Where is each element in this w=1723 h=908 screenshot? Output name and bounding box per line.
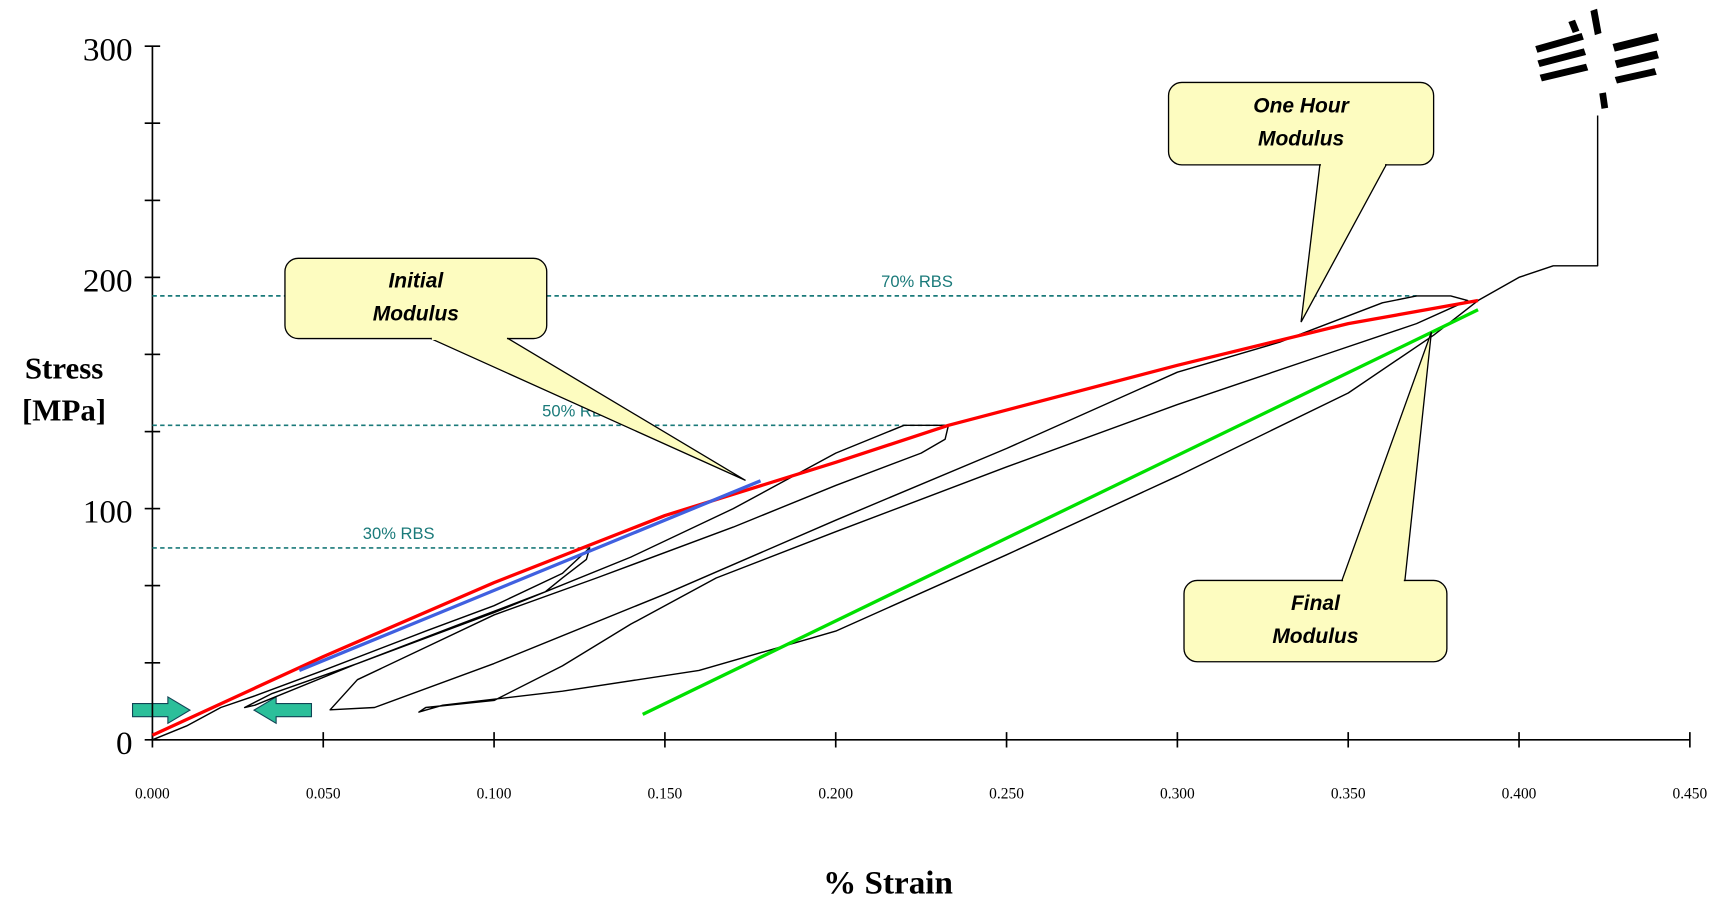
x-axis-title: % Strain	[823, 866, 953, 902]
data-line	[298, 479, 762, 672]
callout-text: Initial	[388, 270, 444, 293]
data-line	[151, 298, 1479, 737]
reference-label: 70% RBS	[881, 272, 953, 291]
callout-pointer	[1300, 164, 1388, 323]
callout-text: Modulus	[1272, 625, 1358, 648]
x-tick-label: 0.400	[1502, 785, 1537, 802]
callout-text: Modulus	[373, 303, 459, 326]
x-tick-label: 0.000	[135, 785, 170, 802]
arrow-left	[252, 695, 313, 725]
x-tick-label: 0.200	[818, 785, 853, 802]
x-tick-label: 0.450	[1672, 785, 1707, 802]
y-tick-label: 0	[116, 726, 133, 762]
x-tick-label: 0.250	[989, 785, 1024, 802]
callout: Initial Modulus	[284, 257, 746, 481]
callout-box	[1167, 81, 1435, 166]
y-tick-label: 200	[83, 264, 133, 300]
y-tick-label: 300	[83, 32, 133, 68]
arrow-right	[131, 695, 192, 725]
x-tick-label: 0.350	[1331, 785, 1366, 802]
data-line	[641, 308, 1479, 716]
callout-box	[284, 257, 548, 340]
x-tick-label: 0.100	[477, 785, 512, 802]
x-tick-label: 0.050	[306, 785, 341, 802]
callout-box	[1183, 579, 1448, 663]
callout-text: One Hour	[1253, 95, 1350, 118]
data-line	[152, 115, 1599, 741]
fracture-symbol	[1535, 8, 1659, 109]
callout-text: Modulus	[1258, 128, 1344, 151]
callout: Final Modulus	[1183, 331, 1448, 663]
reference-label: 30% RBS	[363, 524, 435, 543]
y-axis-title: Stress	[25, 352, 103, 386]
callout: One Hour Modulus	[1167, 81, 1435, 323]
x-tick-label: 0.150	[648, 785, 683, 802]
callout-text: Final	[1291, 592, 1341, 615]
y-tick-label: 100	[83, 495, 133, 531]
callout-pointer	[430, 337, 746, 481]
y-axis-title: [MPa]	[22, 393, 106, 427]
x-tick-label: 0.300	[1160, 785, 1195, 802]
